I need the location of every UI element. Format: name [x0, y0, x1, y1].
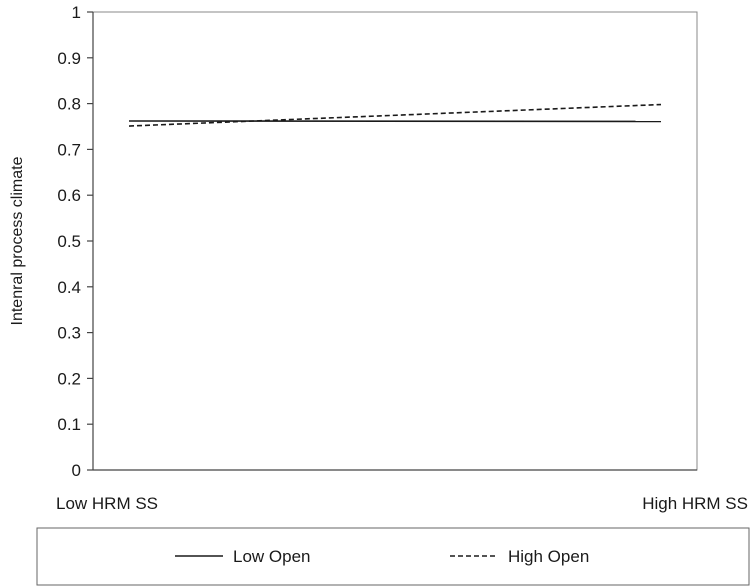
series-line-high-open: [128, 103, 662, 127]
legend-frame: [36, 527, 750, 586]
y-tick-label: 0.8: [57, 95, 81, 114]
y-tick-label: 0.1: [57, 415, 81, 434]
y-tick-label: 0: [72, 461, 81, 480]
y-axis-title: Intenral process climate: [9, 156, 26, 325]
plot-frame: [92, 11, 698, 471]
x-axis-tick-labels: Low HRM SS High HRM SS: [56, 494, 748, 513]
y-tick-label: 0.4: [57, 278, 81, 297]
legend-label: Low Open: [233, 547, 311, 566]
y-tick-label: 0.5: [57, 232, 81, 251]
legend-label: High Open: [508, 547, 589, 566]
y-axis-tick-labels: 0 0.1 0.2 0.3 0.4 0.5 0.6 0.7 0.8 0.9 1: [57, 3, 81, 480]
y-axis-ticks: [87, 11, 93, 471]
y-tick-label: 0.6: [57, 186, 81, 205]
y-tick-label: 1: [72, 3, 81, 22]
y-tick-label: 0.9: [57, 49, 81, 68]
legend: Low Open High Open: [36, 527, 750, 586]
y-tick-label: 0.3: [57, 324, 81, 343]
x-tick-label: Low HRM SS: [56, 494, 158, 513]
x-tick-label: High HRM SS: [642, 494, 748, 513]
y-tick-label: 0.7: [57, 140, 81, 159]
legend-items: Low Open High Open: [175, 547, 589, 566]
plot-area: 0 0.1 0.2 0.3 0.4 0.5 0.6 0.7 0.8 0.9 1: [57, 3, 698, 480]
y-tick-label: 0.2: [57, 369, 81, 388]
series-lines: [128, 103, 662, 127]
